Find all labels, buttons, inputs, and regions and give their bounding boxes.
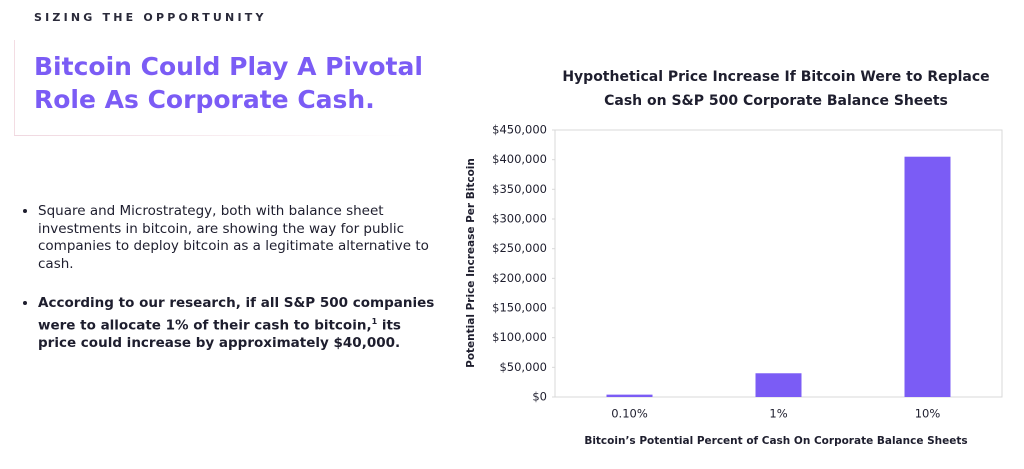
chart-title: Cash on S&P 500 Corporate Balance Sheets (604, 93, 948, 109)
y-tick-label: $150,000 (492, 301, 547, 315)
bar (904, 156, 951, 397)
y-axis-title: Potential Price Increase Per Bitcoin (465, 158, 477, 368)
bullet: According to our research, if all S&P 50… (38, 295, 438, 352)
chart-title: Hypothetical Price Increase If Bitcoin W… (562, 69, 989, 85)
divider (14, 40, 15, 135)
x-tick-label: 1% (769, 407, 787, 421)
y-tick-label: $350,000 (492, 182, 547, 196)
bullet-list: Square and Microstrategy, both with bala… (18, 203, 438, 374)
title-line: Role As Corporate Cash. (34, 85, 375, 114)
eyebrow: SIZING THE OPPORTUNITY (34, 11, 267, 24)
x-tick-label: 10% (915, 407, 941, 421)
y-tick-label: $400,000 (492, 152, 547, 166)
title-line: Bitcoin Could Play A Pivotal (34, 52, 423, 81)
bullet-text: According to our research, if all S&P 50… (38, 295, 435, 333)
y-tick-label: $450,000 (492, 123, 547, 137)
bullet-text: its price could increase by approximatel… (38, 317, 401, 351)
bar (755, 373, 802, 397)
bar (606, 394, 653, 397)
y-tick-label: $250,000 (492, 241, 547, 255)
y-tick-label: $300,000 (492, 212, 547, 226)
y-tick-label: $200,000 (492, 271, 547, 285)
footnote: 1 (371, 316, 378, 326)
title: Bitcoin Could Play A Pivotal Role As Corp… (34, 50, 423, 116)
x-tick-label: 0.10% (611, 407, 648, 421)
y-tick-label: $0 (532, 390, 547, 404)
divider (14, 135, 414, 136)
x-axis-title: Bitcoin’s Potential Percent of Cash On C… (584, 435, 967, 447)
bullet: Square and Microstrategy, both with bala… (38, 203, 438, 273)
y-tick-label: $100,000 (492, 330, 547, 344)
chart: Hypothetical Price Increase If Bitcoin W… (465, 69, 1003, 447)
y-tick-label: $50,000 (499, 360, 547, 374)
